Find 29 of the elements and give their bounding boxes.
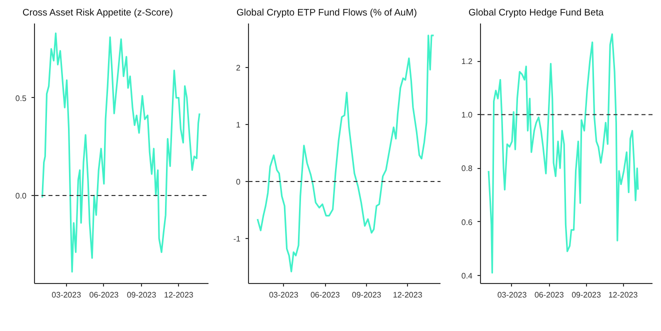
y-tick-label: 0 [236, 177, 242, 186]
chart-title: Cross Asset Risk Appetite (z-Score) [22, 8, 173, 18]
x-tick-label: 09-2023 [572, 290, 602, 300]
y-tick-label: 0.4 [461, 271, 474, 280]
x-tick-label: 06-2023 [89, 290, 120, 300]
x-tick-label: 09-2023 [126, 290, 157, 300]
x-tick-label: 12-2023 [608, 290, 638, 300]
x-tick-label: 09-2023 [352, 290, 382, 300]
y-tick-label: 1.0 [461, 110, 474, 120]
y-tick-label: 1.2 [461, 57, 474, 66]
y-tick-label: 0.0 [15, 192, 28, 201]
line-series [488, 33, 639, 274]
x-tick-label: 06-2023 [310, 290, 340, 300]
x-tick-label: 03-2023 [497, 290, 528, 300]
y-tick-label: 0.5 [15, 94, 28, 103]
x-tick-label: 03-2023 [268, 290, 299, 300]
y-tick-label: 0.8 [461, 164, 474, 174]
chart-title: Global Crypto Hedge Fund Beta [468, 8, 604, 18]
line-series [41, 32, 200, 273]
line-series [256, 34, 435, 272]
y-tick-label: -1 [233, 234, 242, 244]
x-tick-label: 12-2023 [164, 290, 194, 300]
x-tick-label: 03-2023 [52, 290, 82, 300]
chart-title: Global Crypto ETP Fund Flows (% of AuM) [236, 8, 417, 18]
y-tick-label: 1 [236, 120, 242, 130]
x-tick-label: 12-2023 [392, 290, 423, 300]
x-tick-label: 06-2023 [534, 290, 564, 300]
y-tick-label: 2 [236, 63, 242, 72]
y-tick-label: 0.6 [461, 218, 474, 227]
